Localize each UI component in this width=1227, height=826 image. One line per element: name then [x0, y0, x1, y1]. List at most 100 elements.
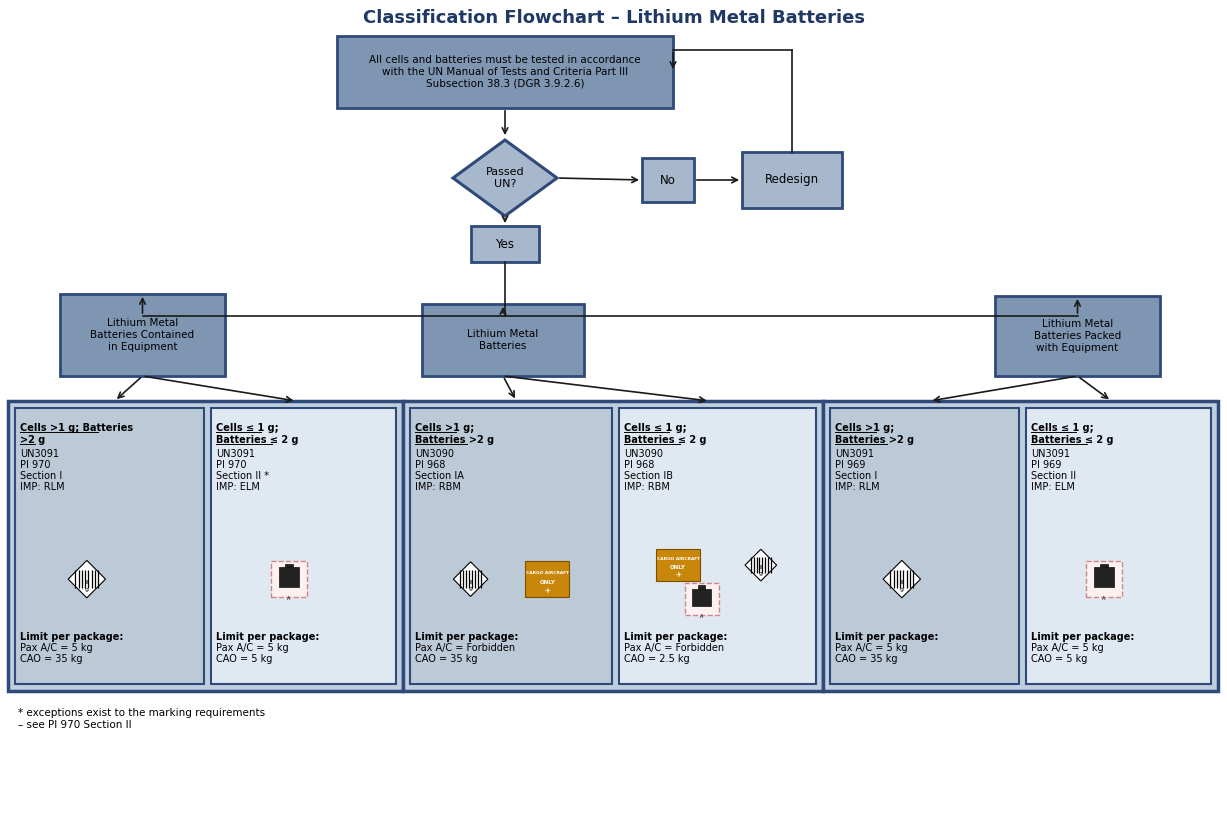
- Text: CAO = 5 kg: CAO = 5 kg: [1031, 654, 1087, 664]
- Text: PI 968: PI 968: [415, 460, 445, 470]
- Bar: [285, 563, 293, 567]
- Text: PI 970: PI 970: [20, 460, 50, 470]
- Text: Yes: Yes: [496, 238, 514, 250]
- Bar: [422, 304, 584, 376]
- Text: A: A: [287, 596, 291, 601]
- Text: PI 969: PI 969: [836, 460, 865, 470]
- Text: PI 970: PI 970: [216, 460, 247, 470]
- Bar: [995, 296, 1160, 376]
- Bar: [60, 294, 225, 376]
- Bar: [618, 408, 816, 684]
- Bar: [1099, 563, 1108, 567]
- Text: 9: 9: [758, 572, 763, 577]
- Text: UN3090: UN3090: [625, 449, 663, 459]
- Text: PI 969: PI 969: [1031, 460, 1061, 470]
- Bar: [15, 408, 204, 684]
- Text: Passed
UN?: Passed UN?: [486, 167, 524, 189]
- Text: Pax A/C = Forbidden: Pax A/C = Forbidden: [415, 643, 515, 653]
- Bar: [9, 401, 402, 691]
- Bar: [829, 408, 1018, 684]
- Bar: [271, 561, 307, 597]
- Text: Pax A/C = 5 kg: Pax A/C = 5 kg: [216, 643, 288, 653]
- Text: Section IB: Section IB: [625, 471, 672, 481]
- Text: UN3091: UN3091: [20, 449, 59, 459]
- Text: 9: 9: [85, 588, 88, 593]
- Text: CARGO AIRCRAFT: CARGO AIRCRAFT: [526, 571, 569, 575]
- Polygon shape: [745, 549, 777, 581]
- Bar: [211, 408, 396, 684]
- Text: UN3091: UN3091: [1031, 449, 1070, 459]
- Text: Pax A/C = 5 kg: Pax A/C = 5 kg: [1031, 643, 1103, 653]
- Text: Batteries ≤ 2 g: Batteries ≤ 2 g: [216, 435, 298, 445]
- Text: III: III: [899, 580, 904, 585]
- Bar: [742, 152, 842, 208]
- Text: Batteries >2 g: Batteries >2 g: [836, 435, 914, 445]
- Text: CAO = 2.5 kg: CAO = 2.5 kg: [625, 654, 690, 664]
- Text: No: No: [660, 173, 676, 187]
- Text: UN3091: UN3091: [836, 449, 874, 459]
- Text: * exceptions exist to the marking requirements
– see PI 970 Section II: * exceptions exist to the marking requir…: [18, 708, 265, 729]
- Text: A: A: [701, 615, 703, 620]
- Text: III: III: [85, 580, 90, 585]
- Bar: [656, 549, 701, 582]
- Bar: [1086, 561, 1121, 597]
- Text: Cells ≤ 1 g;: Cells ≤ 1 g;: [1031, 423, 1093, 433]
- Text: Limit per package:: Limit per package:: [20, 632, 124, 642]
- Text: CAO = 35 kg: CAO = 35 kg: [20, 654, 82, 664]
- Text: Pax A/C = 5 kg: Pax A/C = 5 kg: [836, 643, 908, 653]
- Text: IMP: RBM: IMP: RBM: [625, 482, 670, 492]
- Text: Limit per package:: Limit per package:: [1031, 632, 1135, 642]
- Text: ONLY: ONLY: [670, 565, 686, 570]
- Text: Batteries ≤ 2 g: Batteries ≤ 2 g: [1031, 435, 1113, 445]
- Text: IMP: ELM: IMP: ELM: [1031, 482, 1075, 492]
- Text: All cells and batteries must be tested in accordance
with the UN Manual of Tests: All cells and batteries must be tested i…: [369, 55, 640, 88]
- Text: Cells ≤ 1 g;: Cells ≤ 1 g;: [216, 423, 279, 433]
- Text: Redesign: Redesign: [764, 173, 820, 187]
- Polygon shape: [883, 560, 920, 598]
- Text: IMP: RBM: IMP: RBM: [415, 482, 461, 492]
- Text: Limit per package:: Limit per package:: [625, 632, 728, 642]
- Text: PI 968: PI 968: [625, 460, 654, 470]
- Text: III: III: [469, 580, 472, 585]
- Text: Section I: Section I: [20, 471, 63, 481]
- Text: 9: 9: [469, 587, 472, 592]
- Bar: [471, 226, 539, 262]
- Text: >2 g: >2 g: [20, 435, 45, 445]
- Text: Cells >1 g;: Cells >1 g;: [836, 423, 894, 433]
- Text: CAO = 5 kg: CAO = 5 kg: [216, 654, 272, 664]
- Bar: [698, 586, 706, 589]
- Bar: [410, 408, 612, 684]
- Bar: [823, 401, 1218, 691]
- Text: ✈: ✈: [675, 572, 681, 578]
- Polygon shape: [453, 140, 557, 216]
- Text: Limit per package:: Limit per package:: [415, 632, 518, 642]
- Text: Lithium Metal
Batteries Contained
in Equipment: Lithium Metal Batteries Contained in Equ…: [91, 318, 195, 352]
- Text: Pax A/C = Forbidden: Pax A/C = Forbidden: [625, 643, 724, 653]
- Text: Pax A/C = 5 kg: Pax A/C = 5 kg: [20, 643, 92, 653]
- Text: Section II *: Section II *: [216, 471, 269, 481]
- Bar: [402, 401, 823, 691]
- Bar: [279, 567, 298, 587]
- Text: IMP: RLM: IMP: RLM: [20, 482, 65, 492]
- Bar: [1026, 408, 1211, 684]
- Text: Batteries >2 g: Batteries >2 g: [415, 435, 494, 445]
- Text: Section I: Section I: [836, 471, 877, 481]
- Text: Section II: Section II: [1031, 471, 1076, 481]
- Text: Classification Flowchart – Lithium Metal Batteries: Classification Flowchart – Lithium Metal…: [363, 9, 865, 27]
- Text: Batteries ≤ 2 g: Batteries ≤ 2 g: [625, 435, 707, 445]
- Text: Cells ≤ 1 g;: Cells ≤ 1 g;: [625, 423, 687, 433]
- Text: Section IA: Section IA: [415, 471, 464, 481]
- Text: Limit per package:: Limit per package:: [836, 632, 939, 642]
- Text: ONLY: ONLY: [540, 580, 556, 585]
- Polygon shape: [453, 562, 488, 596]
- Bar: [692, 589, 712, 606]
- Text: Lithium Metal
Batteries Packed
with Equipment: Lithium Metal Batteries Packed with Equi…: [1034, 320, 1121, 353]
- Text: CARGO AIRCRAFT: CARGO AIRCRAFT: [656, 558, 699, 562]
- Text: III: III: [758, 566, 763, 571]
- Text: IMP: ELM: IMP: ELM: [216, 482, 260, 492]
- Text: CAO = 35 kg: CAO = 35 kg: [415, 654, 477, 664]
- Text: ✈: ✈: [545, 587, 550, 594]
- Text: IMP: RLM: IMP: RLM: [836, 482, 880, 492]
- Text: CAO = 35 kg: CAO = 35 kg: [836, 654, 897, 664]
- Text: Limit per package:: Limit per package:: [216, 632, 319, 642]
